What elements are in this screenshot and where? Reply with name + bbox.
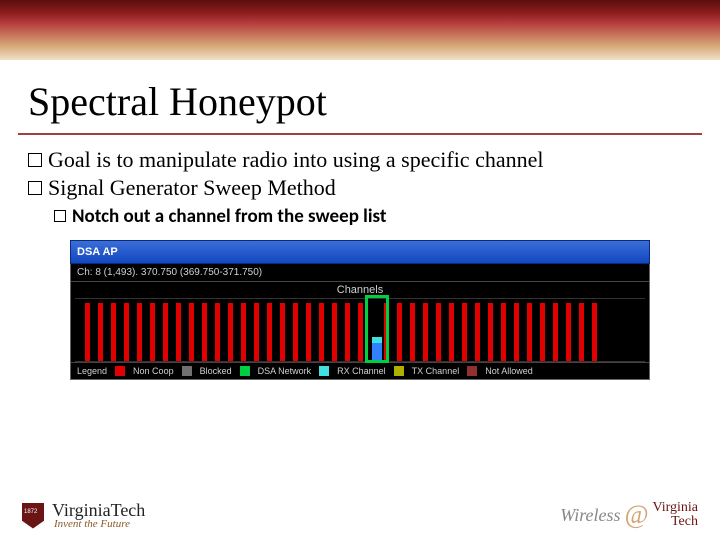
legend-swatch — [319, 366, 329, 376]
vt-stack: Virginia Tech — [652, 501, 698, 530]
spectrum-bar — [319, 303, 324, 361]
spectrum-bar — [410, 303, 415, 361]
embedded-screenshot: DSA AP Ch: 8 (1,493). 370.750 (369.750-3… — [70, 240, 650, 380]
spectrum-bar — [228, 303, 233, 361]
spectrum-bar — [488, 303, 493, 361]
bullet-box-icon — [28, 181, 42, 195]
spectrum-bar — [579, 303, 584, 361]
stack-bottom: Tech — [652, 515, 698, 530]
spectrum-bar — [514, 303, 519, 361]
legend-swatch — [467, 366, 477, 376]
spectrum-bar — [475, 303, 480, 361]
legend-label: Legend — [77, 366, 107, 376]
legend-item-label: Non Coop — [133, 366, 174, 376]
org-tagline: Invent the Future — [54, 519, 145, 530]
title-divider — [18, 133, 702, 135]
bullet-item: Goal is to manipulate radio into using a… — [28, 147, 692, 173]
wireless-label: Wireless — [560, 505, 620, 526]
window-title-text: DSA AP — [77, 246, 118, 258]
content-area: Goal is to manipulate radio into using a… — [0, 147, 720, 228]
legend-swatch — [182, 366, 192, 376]
bullet-text: Signal Generator Sweep Method — [48, 175, 336, 201]
bullet-text: Notch out a channel from the sweep list — [72, 205, 386, 228]
spectrum-bar — [176, 303, 181, 361]
spectrum-bar — [592, 303, 597, 361]
spectrum-bar — [397, 303, 402, 361]
spectrum-bar — [345, 303, 350, 361]
bullet-box-icon — [28, 153, 42, 167]
window-body: Ch: 8 (1,493). 370.750 (369.750-371.750)… — [70, 264, 650, 380]
spectrum-bar — [462, 303, 467, 361]
spectrum-bar — [111, 303, 116, 361]
spectrum-bar — [306, 303, 311, 361]
spectrum-bar — [553, 303, 558, 361]
spectrum-bar — [566, 303, 571, 361]
vt-logo-left: 1872 VirginiaTech Invent the Future — [22, 501, 145, 530]
legend-swatch — [115, 366, 125, 376]
bullet-box-icon — [54, 210, 66, 222]
shield-year: 1872 — [24, 509, 37, 515]
legend-swatch — [394, 366, 404, 376]
spectrum-bar — [202, 303, 207, 361]
spectrum-bar — [527, 303, 532, 361]
shield-icon: 1872 — [22, 503, 44, 529]
spectrum-bar — [241, 303, 246, 361]
spectrum-bar — [293, 303, 298, 361]
vt-text-block: VirginiaTech Invent the Future — [52, 501, 145, 530]
spectrum-bar — [267, 303, 272, 361]
slide-footer: 1872 VirginiaTech Invent the Future Wire… — [0, 501, 720, 530]
decorative-top-band — [0, 0, 720, 60]
spectrum-bar — [501, 303, 506, 361]
spectrum-bar — [423, 303, 428, 361]
spectrum-bar — [98, 303, 103, 361]
spectrum-bar — [332, 303, 337, 361]
wireless-logo-right: Wireless @ Virginia Tech — [560, 501, 698, 530]
spectrum-plot — [75, 298, 645, 362]
bullet-item-sub: Notch out a channel from the sweep list — [54, 205, 692, 228]
spectrum-bar — [124, 303, 129, 361]
spectrum-bar — [215, 303, 220, 361]
spectrum-bar — [85, 303, 90, 361]
bullet-item: Signal Generator Sweep Method — [28, 175, 692, 201]
spectrum-bar — [358, 303, 363, 361]
spectrum-bar — [254, 303, 259, 361]
legend-swatch — [240, 366, 250, 376]
notch-highlight-box — [365, 295, 389, 363]
legend-item-label: Blocked — [200, 366, 232, 376]
org-name: VirginiaTech — [52, 501, 145, 519]
stack-top: Virginia — [652, 501, 698, 516]
channels-heading: Channels — [71, 282, 649, 298]
legend-item-label: Not Allowed — [485, 366, 533, 376]
legend-row: Legend Non Coop Blocked DSA Network RX Chan… — [71, 362, 649, 379]
spectrum-bar — [540, 303, 545, 361]
spectrum-bar — [449, 303, 454, 361]
legend-item-label: RX Channel — [337, 366, 386, 376]
window-titlebar: DSA AP — [70, 240, 650, 264]
spectrum-bar — [189, 303, 194, 361]
spectrum-bar — [436, 303, 441, 361]
spectrum-bar — [137, 303, 142, 361]
spectrum-bar — [163, 303, 168, 361]
slide-title: Spectral Honeypot — [0, 60, 720, 133]
legend-item-label: TX Channel — [412, 366, 460, 376]
spectrum-bar — [280, 303, 285, 361]
spectrum-bar — [150, 303, 155, 361]
channel-info-row: Ch: 8 (1,493). 370.750 (369.750-371.750) — [71, 264, 649, 282]
at-icon: @ — [625, 505, 649, 526]
legend-item-label: DSA Network — [258, 366, 312, 376]
bullet-text: Goal is to manipulate radio into using a… — [48, 147, 543, 173]
